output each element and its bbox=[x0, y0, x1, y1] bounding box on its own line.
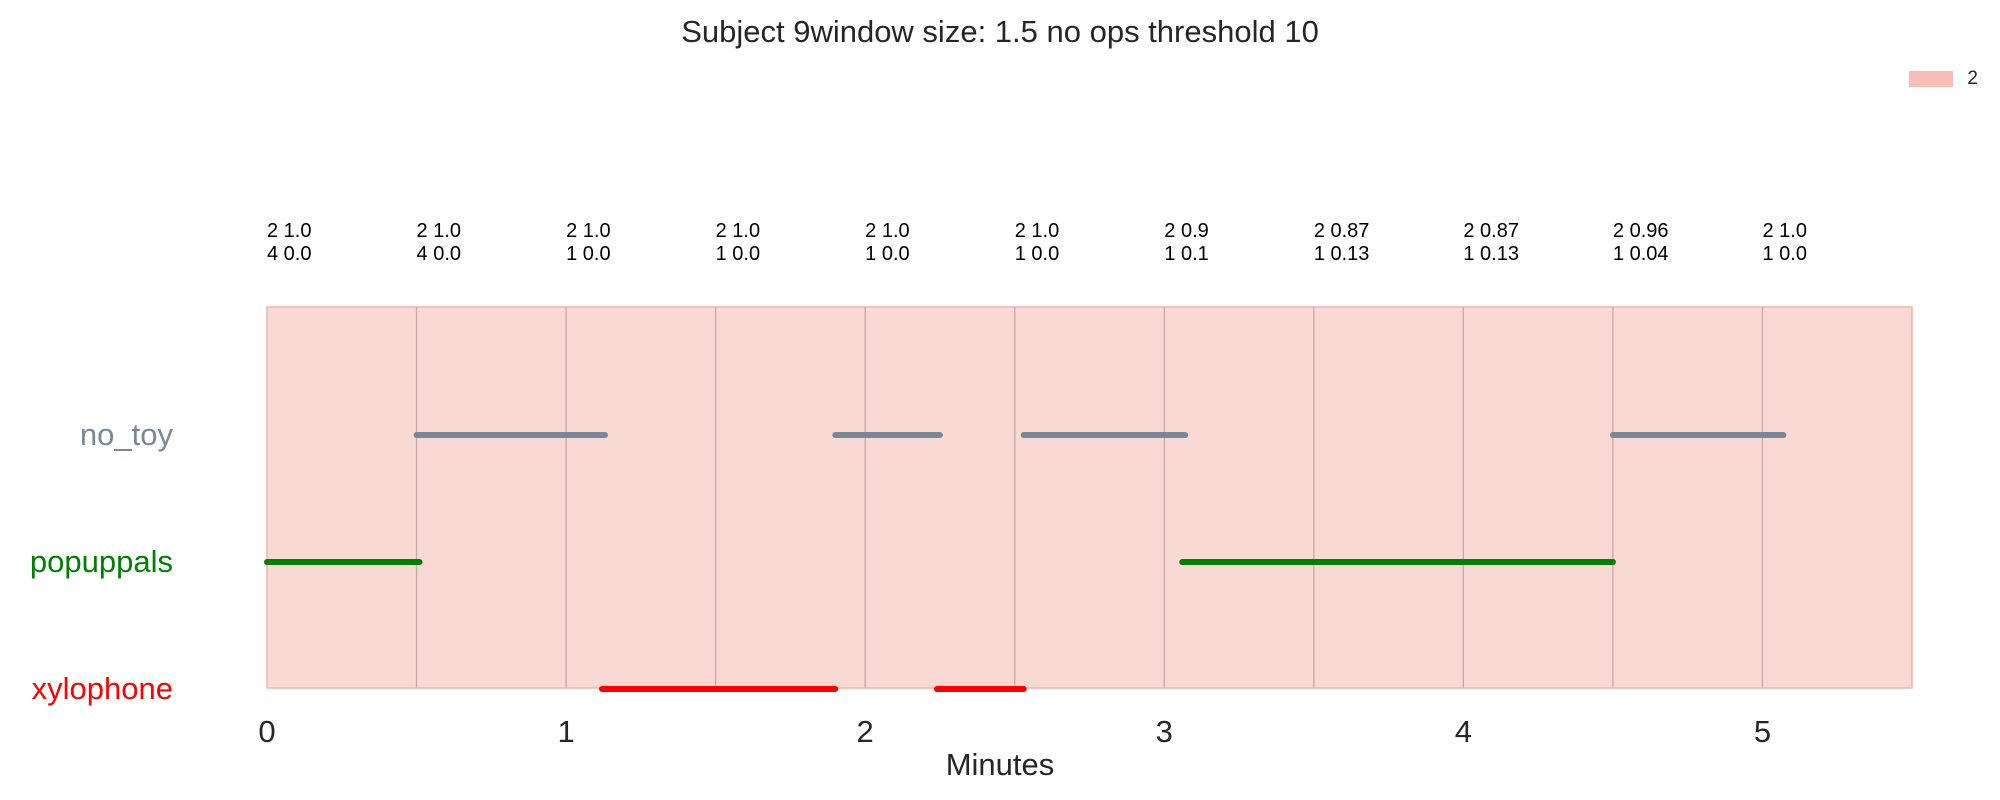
legend-label: 2 bbox=[1967, 68, 1978, 89]
x-tick-label: 0 bbox=[258, 714, 275, 749]
chart-title: Subject 9window size: 1.5 no ops thresho… bbox=[681, 14, 1319, 49]
window-annotation-line1: 2 1.0 bbox=[716, 220, 760, 242]
x-tick-label: 1 bbox=[557, 714, 574, 749]
window-annotation-line2: 1 0.04 bbox=[1613, 243, 1669, 265]
x-tick-label: 2 bbox=[857, 714, 874, 749]
window-annotation-line1: 2 0.87 bbox=[1314, 220, 1370, 242]
window-annotation-line1: 2 1.0 bbox=[566, 220, 610, 242]
window-annotation-line2: 1 0.0 bbox=[716, 243, 760, 265]
window-annotation-line1: 2 1.0 bbox=[865, 220, 909, 242]
window-annotation-line1: 2 0.96 bbox=[1613, 220, 1669, 242]
window-annotation-line2: 1 0.1 bbox=[1164, 243, 1208, 265]
window-annotation-line2: 1 0.0 bbox=[1015, 243, 1059, 265]
window-annotation-line2: 1 0.0 bbox=[865, 243, 909, 265]
window-annotation-line2: 1 0.13 bbox=[1314, 243, 1370, 265]
series-label-no-toy: no_toy bbox=[80, 417, 174, 452]
x-axis-label: Minutes bbox=[945, 747, 1055, 782]
series-label-xylophone: xylophone bbox=[32, 671, 173, 706]
window-annotation-line1: 2 1.0 bbox=[1762, 220, 1806, 242]
window-annotation-line2: 1 0.0 bbox=[1762, 243, 1806, 265]
x-tick-label: 3 bbox=[1156, 714, 1173, 749]
window-annotation-line1: 2 0.9 bbox=[1164, 220, 1208, 242]
window-annotation-line1: 2 1.0 bbox=[1015, 220, 1059, 242]
window-annotation-line2: 1 0.13 bbox=[1463, 243, 1519, 265]
window-annotation-line1: 2 0.87 bbox=[1463, 220, 1519, 242]
window-annotation-line2: 4 0.0 bbox=[267, 243, 311, 265]
window-annotation-line2: 1 0.0 bbox=[566, 243, 610, 265]
legend: 2 bbox=[1909, 68, 1978, 90]
series-label-popuppals: popuppals bbox=[30, 544, 173, 579]
window-annotation-line1: 2 1.0 bbox=[417, 220, 461, 242]
x-tick-label: 5 bbox=[1754, 714, 1771, 749]
x-tick-label: 4 bbox=[1455, 714, 1472, 749]
legend-swatch bbox=[1909, 71, 1954, 87]
shaded-region bbox=[266, 306, 1913, 689]
window-annotation-line1: 2 1.0 bbox=[267, 220, 311, 242]
window-annotation-line2: 4 0.0 bbox=[417, 243, 461, 265]
